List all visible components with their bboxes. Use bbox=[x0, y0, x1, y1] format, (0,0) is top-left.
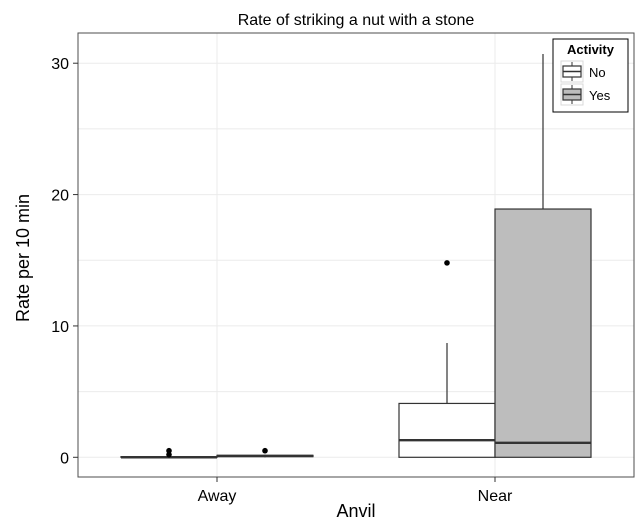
legend-label-yes: Yes bbox=[589, 88, 611, 103]
box-no-near bbox=[398, 402, 496, 458]
y-tick-label: 20 bbox=[51, 188, 69, 205]
y-axis-label: Rate per 10 min bbox=[13, 194, 33, 322]
outlier-point bbox=[262, 447, 268, 454]
chart-title: Rate of striking a nut with a stone bbox=[238, 12, 475, 29]
y-tick-label: 0 bbox=[60, 450, 69, 467]
x-tick-label: Away bbox=[198, 488, 237, 505]
legend-label-no: No bbox=[589, 65, 606, 80]
y-tick-label: 30 bbox=[51, 56, 69, 73]
outlier-point bbox=[166, 451, 172, 458]
outlier-point bbox=[166, 447, 172, 454]
legend-title: Activity bbox=[567, 42, 615, 57]
x-tick-label: Near bbox=[478, 488, 513, 505]
y-tick-label: 10 bbox=[51, 319, 69, 336]
outlier-point bbox=[444, 260, 450, 266]
box-yes-near bbox=[494, 208, 592, 458]
x-axis-label: Anvil bbox=[336, 501, 375, 519]
plot-panel-border bbox=[77, 32, 635, 478]
